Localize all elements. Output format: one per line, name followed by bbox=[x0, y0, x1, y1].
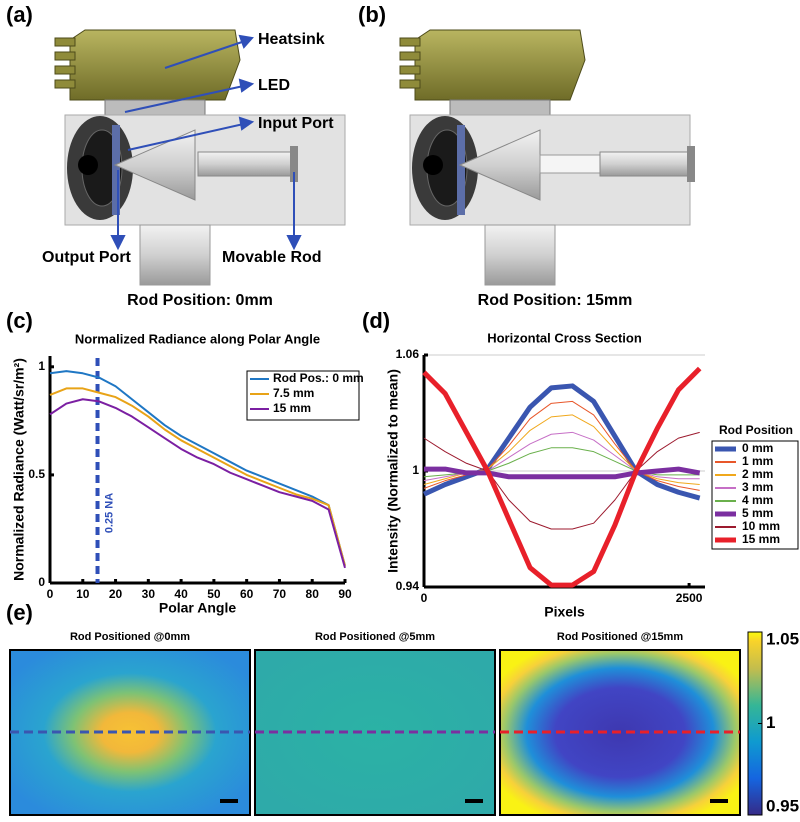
colorbar-tick-label: 1.05 bbox=[766, 629, 799, 648]
rod-bore bbox=[539, 154, 606, 174]
rod bbox=[599, 151, 691, 177]
series-line bbox=[49, 398, 346, 569]
chart-title: Normalized Radiance along Polar Angle bbox=[75, 331, 320, 346]
x-tick-label: 60 bbox=[240, 587, 254, 601]
panel-label: (a) bbox=[6, 2, 33, 27]
cone bbox=[113, 129, 196, 201]
callout: LED bbox=[258, 77, 290, 94]
y-tick-label: 1.06 bbox=[396, 347, 420, 361]
series-line bbox=[49, 387, 346, 566]
x-tick-label: 30 bbox=[142, 587, 156, 601]
annotation-label: 0.25 NA bbox=[103, 493, 115, 533]
legend-title: Rod Position bbox=[719, 423, 793, 437]
callout-arrows bbox=[110, 34, 302, 251]
callout: Heatsink bbox=[258, 31, 325, 48]
y-axis-label: Intensity (Normalized to mean) bbox=[385, 369, 401, 573]
device-b bbox=[399, 29, 695, 286]
y-tick-label: 0 bbox=[38, 575, 45, 589]
colorbar-tick-label: 1 bbox=[766, 713, 775, 732]
chart-title: Horizontal Cross Section bbox=[487, 330, 642, 345]
rod-knob bbox=[290, 146, 298, 182]
callout: Output Port bbox=[42, 249, 132, 266]
legend-label: Rod Pos.: 0 mm bbox=[273, 371, 364, 385]
callout: Movable Rod bbox=[222, 249, 322, 266]
x-axis-label: Polar Angle bbox=[159, 600, 236, 616]
series-line bbox=[423, 431, 700, 530]
panel-label: (b) bbox=[358, 2, 386, 27]
legend-label: 5 mm bbox=[742, 506, 773, 520]
x-tick-label: 40 bbox=[174, 587, 188, 601]
x-tick-label: 2500 bbox=[676, 591, 703, 605]
legend-label: 15 mm bbox=[273, 401, 311, 415]
y-axis-label: Normalized Radiance (Watt/sr/m²) bbox=[11, 358, 27, 581]
x-tick-label: 0 bbox=[421, 591, 428, 605]
panel-label: (e) bbox=[6, 600, 33, 625]
series-line bbox=[422, 383, 701, 501]
x-tick-label: 0 bbox=[47, 587, 54, 601]
image-title: Rod Positioned @5mm bbox=[315, 631, 435, 643]
y-tick-label: 0.94 bbox=[396, 579, 420, 593]
series-line bbox=[424, 466, 701, 480]
series-line bbox=[49, 370, 346, 566]
caption: Rod Position: 0mm bbox=[127, 292, 273, 309]
legend-label: 3 mm bbox=[742, 480, 773, 494]
legend-box bbox=[711, 440, 799, 550]
callout: Input Port bbox=[258, 115, 334, 132]
y-tick-label: 1 bbox=[412, 463, 419, 477]
legend-label: 7.5 mm bbox=[273, 386, 314, 400]
x-tick-label: 10 bbox=[76, 587, 90, 601]
image-title: Rod Positioned @15mm bbox=[557, 631, 683, 643]
legend-label: 1 mm bbox=[742, 454, 773, 468]
image-title: Rod Positioned @0mm bbox=[70, 631, 190, 643]
y-tick-label: 0.5 bbox=[28, 467, 45, 481]
x-tick-label: 70 bbox=[273, 587, 287, 601]
x-tick-label: 50 bbox=[207, 587, 221, 601]
caption: Rod Position: 15mm bbox=[478, 292, 633, 309]
x-tick-label: 80 bbox=[306, 587, 320, 601]
x-tick-label: 20 bbox=[109, 587, 123, 601]
panel-label: (d) bbox=[362, 308, 390, 333]
y-tick-label: 1 bbox=[38, 359, 45, 373]
legend-label: 4 mm bbox=[742, 493, 773, 507]
legend-label: 2 mm bbox=[742, 467, 773, 481]
rod-knob bbox=[687, 146, 695, 182]
x-axis-label: Pixels bbox=[544, 604, 585, 620]
rod bbox=[197, 151, 294, 177]
panel-label: (c) bbox=[6, 308, 33, 333]
colorbar-tick-label: 0.95 bbox=[766, 796, 799, 815]
legend-label: 10 mm bbox=[742, 519, 780, 533]
series-line bbox=[422, 366, 702, 588]
x-tick-label: 90 bbox=[338, 587, 352, 601]
legend-label: 0 mm bbox=[742, 441, 773, 455]
legend-label: 15 mm bbox=[742, 532, 780, 546]
